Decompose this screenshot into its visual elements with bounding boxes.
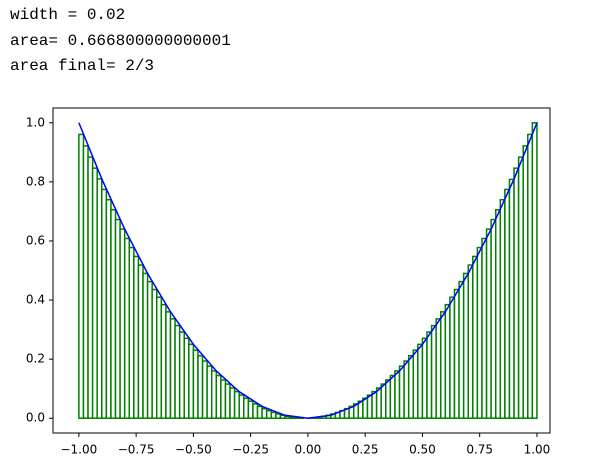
y-tick-label: 0.0 [26, 411, 45, 425]
x-tick-label: 0.75 [466, 443, 493, 457]
y-tick-label: 0.2 [26, 352, 45, 366]
axes-frame [52, 107, 551, 434]
x-tick-label: 0.00 [295, 443, 322, 457]
x-tick-label: −0.25 [232, 443, 269, 457]
output-line: width = 0.02 [10, 6, 126, 24]
x-tick-label: 1.00 [524, 443, 551, 457]
x-tick-label: 0.25 [352, 443, 379, 457]
output-line: area= 0.666800000000001 [10, 32, 231, 50]
y-tick-label: 0.6 [26, 233, 45, 247]
y-tick-label: 0.8 [26, 174, 45, 188]
x-tick-label: −1.00 [60, 443, 97, 457]
output-line: area final= 2/3 [10, 57, 155, 75]
y-tick-label: 0.4 [26, 293, 45, 307]
y-tick-label: 1.0 [26, 115, 45, 129]
curve [78, 122, 538, 419]
bar [531, 122, 538, 419]
x-tick-label: 0.50 [409, 443, 436, 457]
x-tick-label: −0.75 [118, 443, 155, 457]
x-tick-label: −0.50 [175, 443, 212, 457]
